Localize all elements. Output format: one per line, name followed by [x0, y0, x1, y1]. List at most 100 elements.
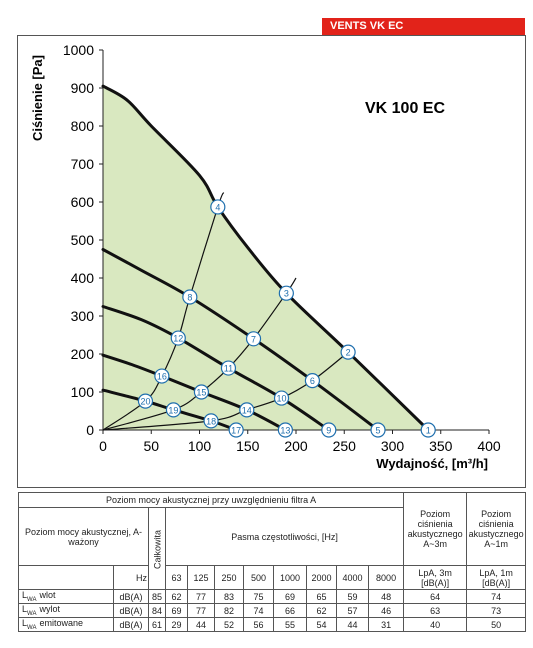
value-cell: 52	[214, 617, 244, 632]
point-marker	[228, 422, 244, 438]
point-label: 4	[215, 202, 220, 212]
header-cell: Poziom ciśnienia akustycznego A~3m	[403, 492, 468, 566]
point-marker	[420, 422, 436, 438]
point-label: 8	[187, 293, 192, 303]
y-tick-label: 100	[71, 384, 95, 400]
value-cell: 48	[367, 589, 405, 604]
value-cell: 77	[187, 603, 215, 618]
point-marker	[203, 413, 219, 429]
row-label-part: L	[22, 604, 28, 615]
value-cell: 54	[306, 617, 337, 632]
row-label: LWA wlot	[18, 589, 114, 604]
row-label-part: L	[22, 590, 28, 601]
value-cell: 62	[165, 589, 188, 604]
value-cell: 63	[403, 603, 468, 618]
fan-curve	[101, 248, 380, 432]
brand-badge: VENTS VK EC	[322, 18, 525, 35]
value-cell: 29	[165, 617, 188, 632]
point-marker	[340, 344, 356, 360]
point-marker	[278, 285, 294, 301]
value-cell: 75	[243, 589, 274, 604]
chart-frame	[17, 35, 526, 488]
y-tick-label: 400	[71, 270, 95, 286]
x-tick-label: 0	[99, 438, 107, 454]
y-tick-label: 1000	[63, 42, 94, 58]
value-cell: 73	[466, 603, 527, 618]
value-cell: 62	[306, 603, 337, 618]
point-label: 12	[173, 334, 183, 344]
point-label: 20	[140, 397, 150, 407]
point-label: 13	[280, 426, 290, 436]
x-tick-label: 150	[236, 438, 260, 454]
value-cell: 74	[466, 589, 527, 604]
point-label: 10	[277, 394, 287, 404]
area-fill	[103, 86, 429, 430]
row-label-part: wylot	[39, 604, 60, 615]
value-cell: 59	[336, 589, 369, 604]
header-cell: LpA, 3m [dB(A)]	[403, 565, 468, 590]
point-label: 3	[284, 289, 289, 299]
y-tick-label: 600	[71, 194, 95, 210]
band-header: 1000	[273, 565, 307, 590]
point-label: 19	[168, 405, 178, 415]
header-cell	[18, 565, 114, 590]
value-cell: 46	[367, 603, 405, 618]
y-tick-label: 200	[71, 346, 95, 362]
y-tick-label: 0	[86, 422, 94, 438]
point-marker	[210, 199, 226, 215]
value-cell: 82	[214, 603, 244, 618]
point-marker	[370, 422, 386, 438]
row-label-part: WA	[27, 596, 37, 603]
value-cell: 64	[403, 589, 468, 604]
y-tick-label: 900	[71, 80, 95, 96]
value-cell: 44	[336, 617, 369, 632]
point-marker	[245, 331, 262, 347]
header-cell: Całkowita	[148, 507, 166, 590]
value-cell: 61	[148, 617, 166, 632]
value-cell: 85	[148, 589, 166, 604]
value-cell: 69	[165, 603, 188, 618]
x-axis-label: Wydajność, [m³/h]	[376, 456, 488, 471]
point-label: 14	[242, 405, 252, 415]
point-label: 5	[376, 426, 381, 436]
model-label: VK 100 EC	[365, 100, 445, 117]
header-cell: Poziom ciśnienia akustycznego A~1m	[466, 492, 527, 566]
point-label: 7	[251, 334, 256, 344]
point-marker	[193, 384, 210, 400]
x-tick-label: 200	[284, 438, 308, 454]
x-tick-label: 350	[429, 438, 453, 454]
band-header: 8000	[367, 565, 405, 590]
chart: Ciśnienie [Pa] Wydajność, [m³/h] VK 100 …	[17, 35, 526, 488]
table-row: LWA wlot dB(A) 85 62 77 83 75 69 65 59 48 64 74	[18, 589, 527, 604]
point-label: 16	[157, 372, 167, 382]
point-marker	[165, 402, 182, 418]
point-marker	[182, 289, 198, 305]
value-cell: 74	[243, 603, 274, 618]
point-marker	[321, 422, 337, 438]
header-cell: Poziom mocy akustycznej, A-ważony	[18, 507, 149, 566]
table-title: Poziom mocy akustycznej przy uwzględnien…	[17, 492, 405, 508]
point-label: 18	[206, 416, 216, 426]
value-cell: 77	[187, 589, 215, 604]
value-cell: 31	[367, 617, 405, 632]
band-header: 125	[187, 565, 215, 590]
point-label: 1	[426, 426, 431, 436]
point-marker	[220, 360, 237, 376]
point-label: 2	[346, 348, 351, 358]
band-header: 2000	[306, 565, 337, 590]
y-tick-label: 800	[71, 118, 95, 134]
row-label-part: emitowane	[39, 618, 83, 629]
value-cell: 69	[273, 589, 307, 604]
value-cell: 44	[187, 617, 215, 632]
value-cell: 57	[336, 603, 369, 618]
row-label-part: L	[22, 618, 28, 629]
point-label: 15	[196, 388, 206, 398]
point-label: 6	[310, 376, 315, 386]
value-cell: 56	[243, 617, 274, 632]
y-tick-label: 700	[71, 156, 95, 172]
band-header: 500	[243, 565, 274, 590]
point-marker	[154, 368, 170, 384]
point-marker	[137, 393, 154, 409]
header-cell: Hz	[113, 565, 149, 590]
